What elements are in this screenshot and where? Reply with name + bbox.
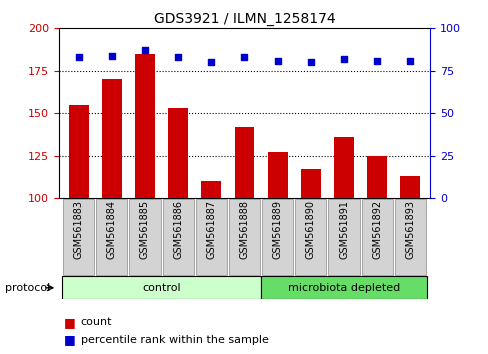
FancyBboxPatch shape [96,199,127,275]
Text: count: count [81,317,112,327]
Text: ■: ■ [63,333,75,346]
Bar [168,108,188,198]
Bar [300,169,320,198]
Point [207,59,215,65]
Title: GDS3921 / ILMN_1258174: GDS3921 / ILMN_1258174 [153,12,335,26]
Text: control: control [142,282,181,293]
Bar [201,181,221,198]
Point [406,58,413,63]
FancyBboxPatch shape [129,199,160,275]
Text: GSM561886: GSM561886 [173,200,183,259]
Point [108,53,116,58]
FancyBboxPatch shape [162,199,193,275]
Point [340,56,347,62]
Text: ■: ■ [63,316,75,329]
Text: GSM561892: GSM561892 [371,200,382,259]
Bar [62,276,261,299]
Point [306,59,314,65]
Text: microbiota depleted: microbiota depleted [287,282,399,293]
Text: GSM561884: GSM561884 [106,200,117,259]
FancyBboxPatch shape [262,199,293,275]
Text: GSM561887: GSM561887 [206,200,216,259]
Point [141,47,148,53]
Bar [333,137,353,198]
Text: GSM561893: GSM561893 [405,200,415,259]
Text: GSM561891: GSM561891 [338,200,348,259]
Point [174,55,182,60]
Point [240,55,248,60]
FancyBboxPatch shape [228,199,260,275]
Text: protocol: protocol [5,283,50,293]
FancyBboxPatch shape [361,199,392,275]
Text: percentile rank within the sample: percentile rank within the sample [81,335,268,345]
Text: GSM561883: GSM561883 [73,200,83,259]
FancyBboxPatch shape [195,199,226,275]
Bar [135,54,155,198]
FancyBboxPatch shape [394,199,425,275]
Text: GSM561889: GSM561889 [272,200,282,259]
Point [372,58,380,63]
Bar [366,156,386,198]
FancyBboxPatch shape [328,199,359,275]
Bar [102,79,122,198]
Bar [400,176,420,198]
Bar [234,127,254,198]
Bar [267,152,287,198]
Text: GSM561890: GSM561890 [305,200,315,259]
Text: GSM561888: GSM561888 [239,200,249,259]
Point [273,58,281,63]
FancyBboxPatch shape [295,199,326,275]
FancyBboxPatch shape [63,199,94,275]
Text: GSM561885: GSM561885 [140,200,150,259]
Bar [261,276,426,299]
Point [75,55,82,60]
Bar [68,105,88,198]
